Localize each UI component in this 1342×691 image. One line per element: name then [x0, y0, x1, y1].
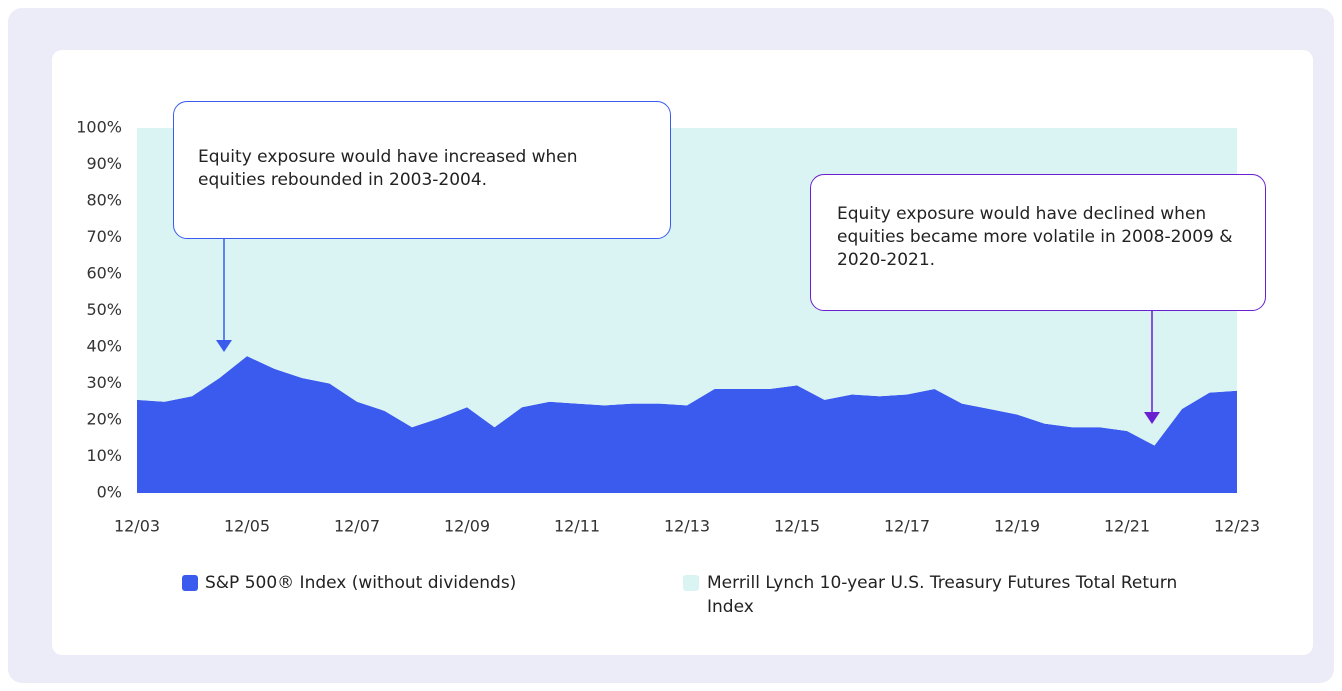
x-tick-label: 12/13	[664, 517, 710, 536]
y-tick-label: 30%	[86, 373, 122, 392]
y-tick-label: 50%	[86, 300, 122, 319]
x-tick-label: 12/23	[1214, 517, 1260, 536]
y-tick-label: 20%	[86, 410, 122, 429]
annotation: Equity exposure would have increased whe…	[173, 101, 671, 239]
y-tick-label: 90%	[86, 154, 122, 173]
x-tick-label: 12/03	[114, 517, 160, 536]
legend-swatch	[683, 575, 699, 591]
x-tick-label: 12/17	[884, 517, 930, 536]
y-tick-label: 100%	[76, 118, 122, 137]
x-tick-label: 12/05	[224, 517, 270, 536]
arrow-head	[1144, 412, 1160, 424]
x-tick-label: 12/07	[334, 517, 380, 536]
x-tick-label: 12/09	[444, 517, 490, 536]
y-tick-label: 0%	[97, 483, 122, 502]
y-tick-label: 40%	[86, 337, 122, 356]
x-tick-label: 12/15	[774, 517, 820, 536]
x-tick-label: 12/21	[1104, 517, 1150, 536]
y-tick-label: 10%	[86, 446, 122, 465]
y-tick-label: 80%	[86, 191, 122, 210]
y-tick-label: 60%	[86, 264, 122, 283]
y-tick-label: 70%	[86, 227, 122, 246]
area	[137, 356, 1237, 493]
annotation: Equity exposure would have declined when…	[810, 174, 1266, 311]
legend-label: Merrill Lynch 10-year U.S. Treasury Futu…	[707, 573, 1178, 617]
x-tick-label: 12/19	[994, 517, 1040, 536]
legend-label: S&P 500® Index (without dividends)	[205, 573, 517, 593]
x-tick-label: 12/11	[554, 517, 600, 536]
arrow-head	[216, 340, 232, 352]
legend-swatch	[182, 575, 198, 591]
